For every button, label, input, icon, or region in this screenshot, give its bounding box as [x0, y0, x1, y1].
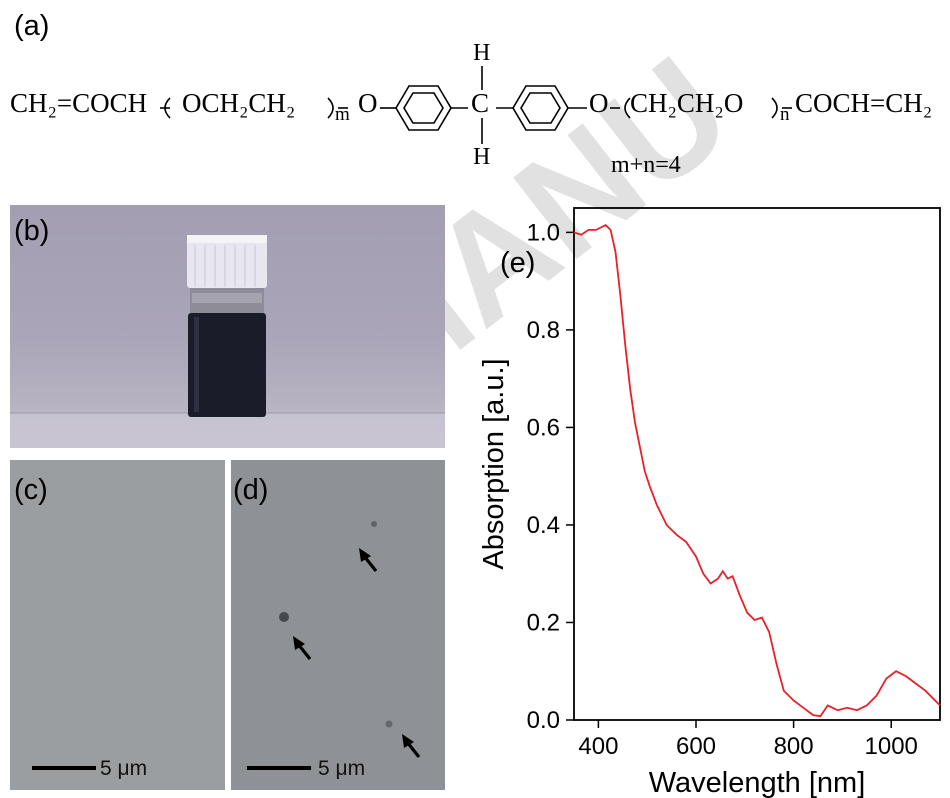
formula-right-subscript: n [780, 104, 790, 125]
x-axis-title: Wavelength [nm] [649, 767, 866, 798]
vial-liquid [188, 313, 266, 417]
formula-oxygen-right: O [589, 88, 609, 118]
particle-2 [279, 612, 289, 622]
formula-left-subscript: m [335, 104, 350, 125]
formula-left-repeat: OCH₂CH₂ [182, 88, 296, 118]
scale-label-d: 5 μm [318, 757, 366, 780]
particle-1 [371, 521, 377, 527]
scale-label-c: 5 μm [100, 757, 148, 780]
panel-a-label: (a) [14, 10, 50, 42]
y-tick-label: 1.0 [527, 219, 560, 246]
formula-oxygen-left: O [358, 88, 378, 118]
y-axis-title: Absorption [a.u.] [478, 358, 510, 569]
vial-cap [187, 235, 267, 288]
microscope-image-d: (d) 5 μm [231, 460, 445, 790]
formula-left-chain: CH₂=COCH [10, 88, 148, 118]
x-tick-label: 600 [676, 733, 716, 760]
y-tick-label: 0.0 [527, 707, 560, 734]
formula-carbon: C [471, 88, 490, 118]
panel-c-label: (c) [14, 474, 48, 506]
panel-d-label: (d) [233, 474, 269, 506]
x-tick-label: 1000 [865, 733, 918, 760]
formula-constraint: m+n=4 [611, 152, 681, 178]
formula-h-top: H [473, 40, 491, 66]
left-bracket-close [327, 97, 334, 119]
vial-photo: (b) [10, 205, 445, 448]
y-tick-label: 0.8 [527, 317, 560, 344]
x-tick-label: 800 [774, 733, 814, 760]
right-bracket-close [771, 97, 778, 119]
particle-3 [385, 720, 393, 728]
panel-e-label: (e) [500, 247, 535, 279]
y-tick-label: 0.2 [527, 609, 560, 636]
right-bracket-open [624, 97, 631, 119]
absorption-curve [573, 224, 941, 718]
formula-right-chain: COCH=CH₂ [795, 88, 933, 118]
plot-frame [573, 207, 941, 721]
microscope-image-c: (c) 5 μm [10, 460, 225, 790]
structure-bonds [160, 66, 792, 144]
formula-h-bottom: H [473, 144, 491, 170]
x-tick-label: 400 [578, 733, 618, 760]
panel-b-label: (b) [14, 215, 50, 247]
y-tick-label: 0.6 [527, 414, 560, 441]
formula-right-repeat: CH₂CH₂O [630, 88, 744, 118]
y-tick-label: 0.4 [527, 512, 560, 539]
